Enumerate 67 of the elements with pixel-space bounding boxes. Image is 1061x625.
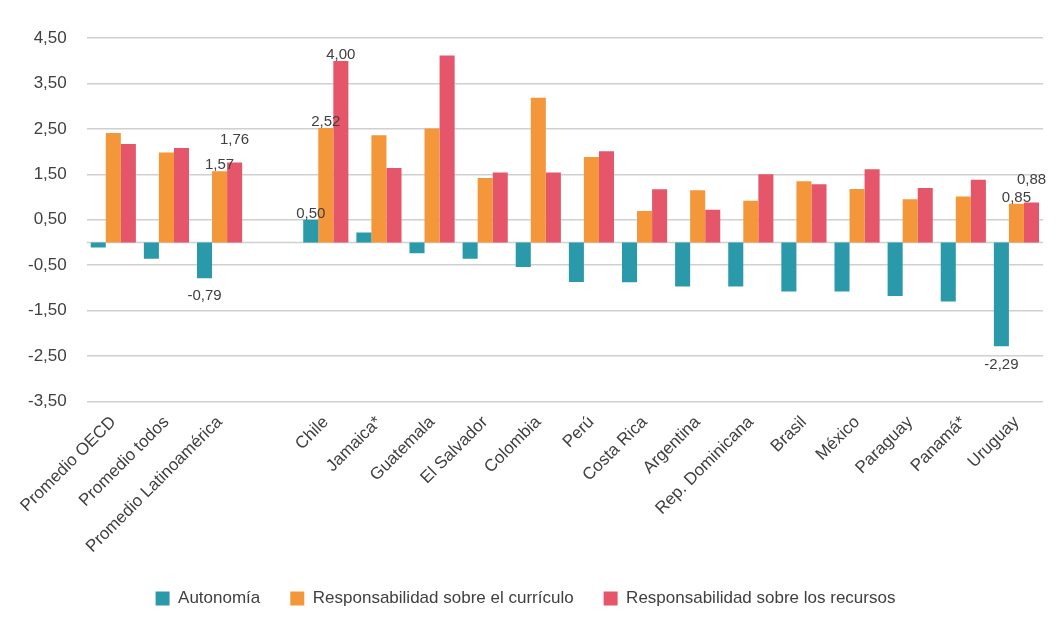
bar xyxy=(940,242,956,302)
y-tick-label: -3,50 xyxy=(28,390,67,410)
data-label: 0,88 xyxy=(1016,169,1047,187)
bar xyxy=(902,199,918,243)
bar xyxy=(356,232,372,243)
bar xyxy=(477,177,493,243)
bar xyxy=(492,172,508,243)
bar xyxy=(917,187,933,243)
bar xyxy=(90,242,106,248)
bar xyxy=(424,128,440,243)
data-label: 4,00 xyxy=(326,45,356,63)
bar xyxy=(196,242,213,279)
bar xyxy=(303,219,319,243)
bar xyxy=(462,242,478,259)
y-tick-label: 4,50 xyxy=(33,27,67,47)
bar xyxy=(690,190,706,243)
bar xyxy=(386,168,402,243)
bar xyxy=(970,179,986,243)
bar xyxy=(811,184,827,243)
bar xyxy=(120,143,136,243)
bar xyxy=(158,152,174,243)
bar xyxy=(583,157,599,243)
bar xyxy=(758,174,774,243)
y-tick-label: 1,50 xyxy=(33,164,67,184)
bar xyxy=(864,169,880,243)
data-label: 1,76 xyxy=(220,129,250,147)
bar xyxy=(993,242,1009,347)
bar xyxy=(515,242,531,267)
y-tick-label: 3,50 xyxy=(33,73,67,93)
bar xyxy=(781,242,797,292)
bar xyxy=(887,242,903,296)
data-label: 0,85 xyxy=(1001,188,1032,205)
bar xyxy=(1023,202,1040,243)
bar xyxy=(652,189,668,243)
bar xyxy=(705,209,721,243)
bar xyxy=(728,242,744,287)
y-tick-label: 2,50 xyxy=(33,118,67,138)
bar xyxy=(105,133,121,243)
legend-label: Responsabilidad sobre los recursos xyxy=(626,588,896,608)
bar xyxy=(173,148,190,243)
y-tick-label: -1,50 xyxy=(28,300,67,320)
bar xyxy=(621,242,638,283)
bar xyxy=(530,97,546,243)
bar xyxy=(1008,203,1024,243)
y-tick-label: -2,50 xyxy=(28,345,67,365)
data-label: -0,79 xyxy=(187,286,222,304)
bar xyxy=(796,181,812,243)
legend-label: Responsabilidad sobre el currículo xyxy=(312,588,574,608)
bar xyxy=(955,196,971,243)
bar xyxy=(743,200,759,243)
bar xyxy=(545,172,561,243)
bar xyxy=(409,242,425,254)
bar xyxy=(212,171,228,243)
y-tick-label: 0,50 xyxy=(33,209,67,229)
y-tick-label: -0,50 xyxy=(28,254,67,274)
legend-label: Autonomía xyxy=(178,588,261,608)
data-label: -2,29 xyxy=(984,354,1019,372)
bar xyxy=(439,55,455,243)
bar xyxy=(568,242,584,282)
bar xyxy=(834,242,850,292)
bar xyxy=(637,211,653,243)
bar xyxy=(371,135,387,243)
bar xyxy=(598,151,615,243)
bar xyxy=(849,188,865,243)
data-label: 1,57 xyxy=(204,155,235,173)
bar xyxy=(675,242,691,287)
bar xyxy=(143,242,159,259)
